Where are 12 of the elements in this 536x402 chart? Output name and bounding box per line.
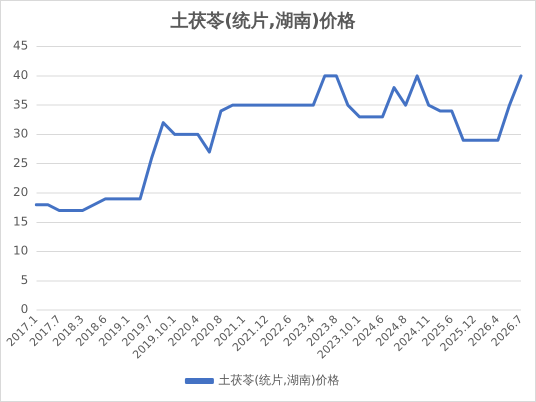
y-tick-label: 5	[20, 272, 28, 287]
y-tick-label: 30	[12, 126, 28, 141]
legend-label: 土茯苓(统片,湖南)价格	[218, 373, 340, 388]
y-tick-label: 15	[12, 214, 28, 228]
y-tick-label: 25	[12, 156, 28, 170]
y-tick-label: 35	[12, 97, 28, 112]
y-tick-label: 45	[12, 38, 28, 53]
y-tick-label: 20	[12, 185, 28, 200]
y-tick-label: 0	[20, 302, 28, 316]
y-tick-label: 40	[12, 68, 28, 82]
chart-title: 土茯苓(统片,湖南)价格	[169, 10, 357, 32]
y-tick-label: 10	[12, 244, 28, 258]
